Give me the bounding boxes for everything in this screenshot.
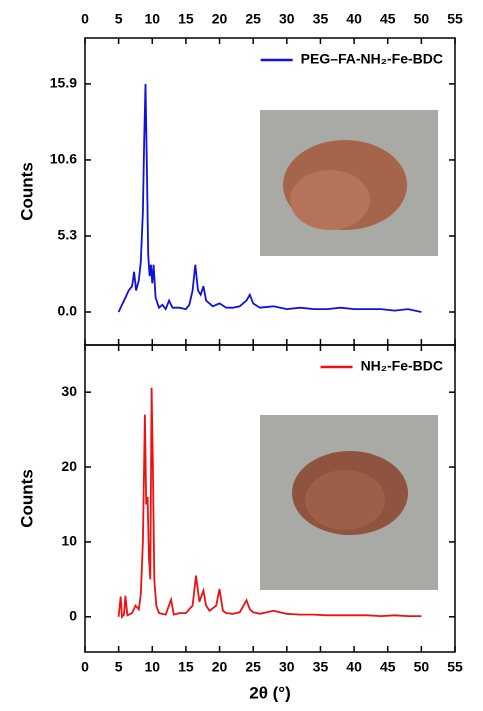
x-tick-label: 0: [81, 659, 89, 675]
y-tick-label: 0: [69, 608, 77, 624]
x-tick-label: 45: [380, 659, 396, 675]
x-tick-label: 10: [144, 11, 160, 27]
x-axis-title: 2θ (°): [249, 683, 291, 702]
x-tick-label: 5: [115, 659, 123, 675]
y-tick-label: 15.9: [50, 75, 77, 91]
y-tick-label: 10.6: [50, 151, 77, 167]
x-tick-label: 35: [313, 659, 329, 675]
y-tick-label: 0.0: [58, 303, 78, 319]
data-line: [117, 387, 422, 619]
y-tick-label: 5.3: [58, 227, 78, 243]
y-tick-label: 10: [61, 533, 77, 549]
plot-frame: [84, 344, 456, 653]
legend-label: NH₂-Fe-BDC: [361, 358, 443, 374]
x-tick-label: 30: [279, 659, 295, 675]
x-tick-label: 55: [447, 659, 463, 675]
photo-top: [260, 110, 438, 256]
y-tick-label: 20: [61, 458, 77, 474]
x-tick-label: 45: [380, 11, 396, 27]
y-axis-title: Counts: [17, 469, 36, 528]
legend-label: PEG–FA-NH₂-Fe-BDC: [301, 51, 443, 67]
x-tick-label: 55: [447, 11, 463, 27]
x-tick-label: 25: [245, 659, 261, 675]
x-tick-label: 15: [178, 11, 194, 27]
x-tick-label: 15: [178, 659, 194, 675]
x-tick-label: 30: [279, 11, 295, 27]
x-tick-label: 20: [212, 11, 228, 27]
x-tick-label: 5: [115, 11, 123, 27]
x-tick-label: 10: [144, 659, 160, 675]
x-tick-label: 40: [346, 659, 362, 675]
x-tick-label: 25: [245, 11, 261, 27]
x-tick-label: 50: [414, 659, 430, 675]
y-tick-label: 30: [61, 383, 77, 399]
photo-bottom: [260, 415, 438, 590]
x-tick-label: 0: [81, 11, 89, 27]
x-tick-label: 50: [414, 11, 430, 27]
x-tick-label: 40: [346, 11, 362, 27]
x-tick-label: 35: [313, 11, 329, 27]
y-axis-title: Counts: [17, 162, 36, 221]
data-line: [117, 83, 422, 313]
x-tick-label: 20: [212, 659, 228, 675]
